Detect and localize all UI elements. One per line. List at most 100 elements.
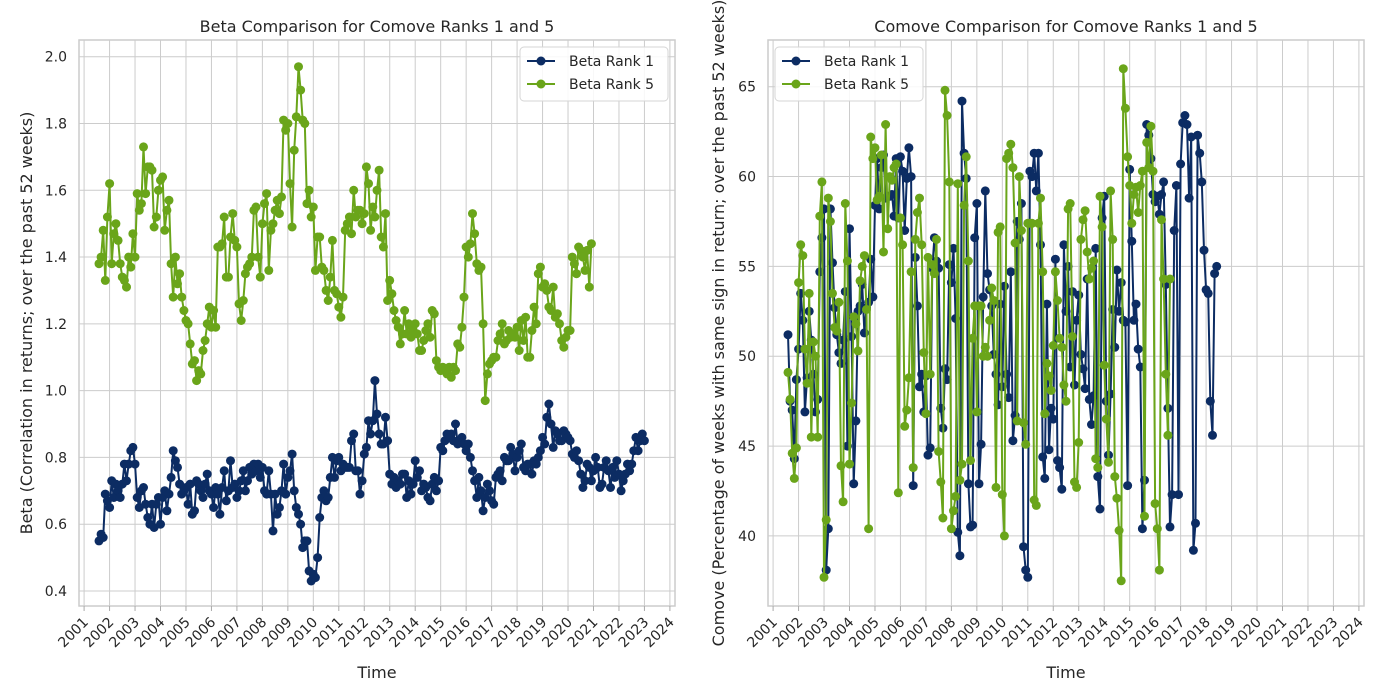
comove-rank1-point (908, 481, 918, 491)
comove-rank1-point (1116, 278, 1126, 288)
comove-rank1-point (974, 479, 984, 489)
comove-rank5-point (1108, 234, 1118, 244)
comove-rank5-point (985, 315, 995, 325)
beta-rank1-point (240, 486, 250, 496)
beta-rank5-point (109, 229, 119, 239)
comove-rank5-point (1142, 137, 1152, 147)
beta-rank1-point (415, 466, 424, 476)
comove-rank1-point (976, 439, 986, 449)
beta-rank5-point (253, 252, 263, 262)
comove-rank1-point (1008, 436, 1018, 446)
beta-rank1-point (357, 476, 367, 486)
beta-rank1-point (274, 503, 284, 512)
comove-rank1-point (783, 330, 793, 340)
beta-y-tick-label: 1.0 (45, 384, 67, 400)
comove-rank1-point (1212, 261, 1222, 271)
beta-rank1-point (425, 496, 435, 506)
comove-rank1-point (1174, 490, 1183, 500)
beta-rank5-point (529, 302, 539, 312)
beta-rank5-point (555, 319, 564, 329)
beta-rank5-point (389, 306, 399, 315)
beta-rank1-point (591, 452, 601, 462)
beta-rank5-point (584, 282, 594, 292)
comove-rank5-point (862, 305, 871, 314)
beta-rank1-point (431, 486, 441, 496)
comove-rank1-point (1076, 349, 1086, 359)
comove-y-tick-label: 65 (738, 80, 756, 96)
beta-rank1-point (586, 476, 596, 486)
beta-rank1-point (183, 499, 193, 509)
comove-rank5-point (1161, 369, 1171, 379)
comove-rank5-point (821, 515, 831, 525)
beta-rank1-point (226, 456, 235, 466)
beta-rank5-point (294, 62, 303, 72)
beta-rank5-point (510, 332, 520, 342)
comove-rank1-point (1184, 193, 1194, 203)
comove-plot-frame (767, 39, 1365, 607)
beta-rank1-point (546, 419, 556, 429)
comove-rank5-point (1104, 457, 1113, 467)
beta-rank1-point (408, 479, 418, 489)
comove-rank1-point (1093, 472, 1103, 482)
beta-rank1-point (472, 493, 482, 502)
beta-rank1-point (115, 493, 125, 502)
beta-rank5-point (236, 316, 246, 325)
beta-rank5-point (480, 396, 490, 406)
beta-y-tick-label: 1.2 (45, 317, 67, 333)
comove-rank5-point (1059, 380, 1069, 390)
beta-rank5-point (514, 346, 524, 355)
beta-chart-title: Beta Comparison for Comove Ranks 1 and 5 (200, 17, 555, 36)
comove-rank5-point (908, 463, 918, 473)
comove-rank1-point (1080, 384, 1090, 394)
beta-rank1-point (395, 479, 405, 489)
comove-legend-rank5-label: Beta Rank 5 (824, 77, 909, 93)
comove-rank1-point (946, 278, 956, 288)
comove-rank5-point (1042, 358, 1052, 368)
beta-rank5-point (325, 272, 335, 282)
beta-rank1-point (279, 459, 289, 469)
comove-rank1-point (1078, 364, 1088, 374)
beta-rank5-point (357, 219, 367, 229)
comove-y-tick-label: 45 (738, 439, 756, 455)
comove-rank5-point (987, 283, 997, 293)
beta-legend-rank5-label: Beta Rank 5 (569, 77, 654, 93)
beta-rank5-point (548, 282, 558, 292)
comove-rank5-point (906, 267, 916, 277)
beta-rank1-point (410, 456, 420, 466)
comove-rank1-point (895, 152, 905, 162)
beta-rank1-point (162, 506, 172, 516)
beta-rank5-point (531, 319, 541, 329)
beta-y-axis-label: Beta (Correlation in returns; over the p… (17, 112, 36, 535)
comove-rank5-point (1019, 418, 1028, 428)
beta-rank5-point (274, 209, 284, 219)
comove-rank5-point (1091, 454, 1101, 464)
beta-rank5-point (132, 189, 142, 199)
beta-rank5-point (410, 319, 420, 329)
comove-rank5-point (783, 367, 793, 377)
beta-rank1-point (612, 456, 622, 466)
beta-rank5-point (198, 346, 208, 355)
beta-y-tick-label: 0.6 (45, 517, 67, 533)
comove-rank5-point (1067, 332, 1077, 341)
beta-rank5-point (173, 279, 182, 289)
beta-rank5-point (478, 319, 488, 329)
beta-rank1-point (132, 493, 142, 502)
beta-y-tick-label: 2.0 (45, 50, 67, 66)
comove-rank5-point (997, 490, 1007, 500)
beta-rank5-point (465, 239, 475, 249)
beta-rank5-point (364, 179, 373, 189)
beta-rank5-point (264, 265, 274, 275)
beta-rank5-point (136, 199, 146, 209)
beta-rank1-point (374, 429, 384, 439)
beta-rank5-point (257, 219, 267, 229)
beta-rank1-point (349, 429, 359, 439)
beta-rank5-point (151, 212, 161, 222)
beta-rank5-point (219, 212, 229, 222)
comove-rank1-point (972, 199, 982, 208)
comove-rank5-point (912, 208, 922, 217)
beta-rank5-point (98, 225, 108, 235)
beta-rank1-point (548, 442, 558, 452)
comove-rank5-point (1148, 166, 1158, 176)
beta-rank5-point (512, 322, 522, 332)
beta-rank1-point (542, 412, 552, 422)
